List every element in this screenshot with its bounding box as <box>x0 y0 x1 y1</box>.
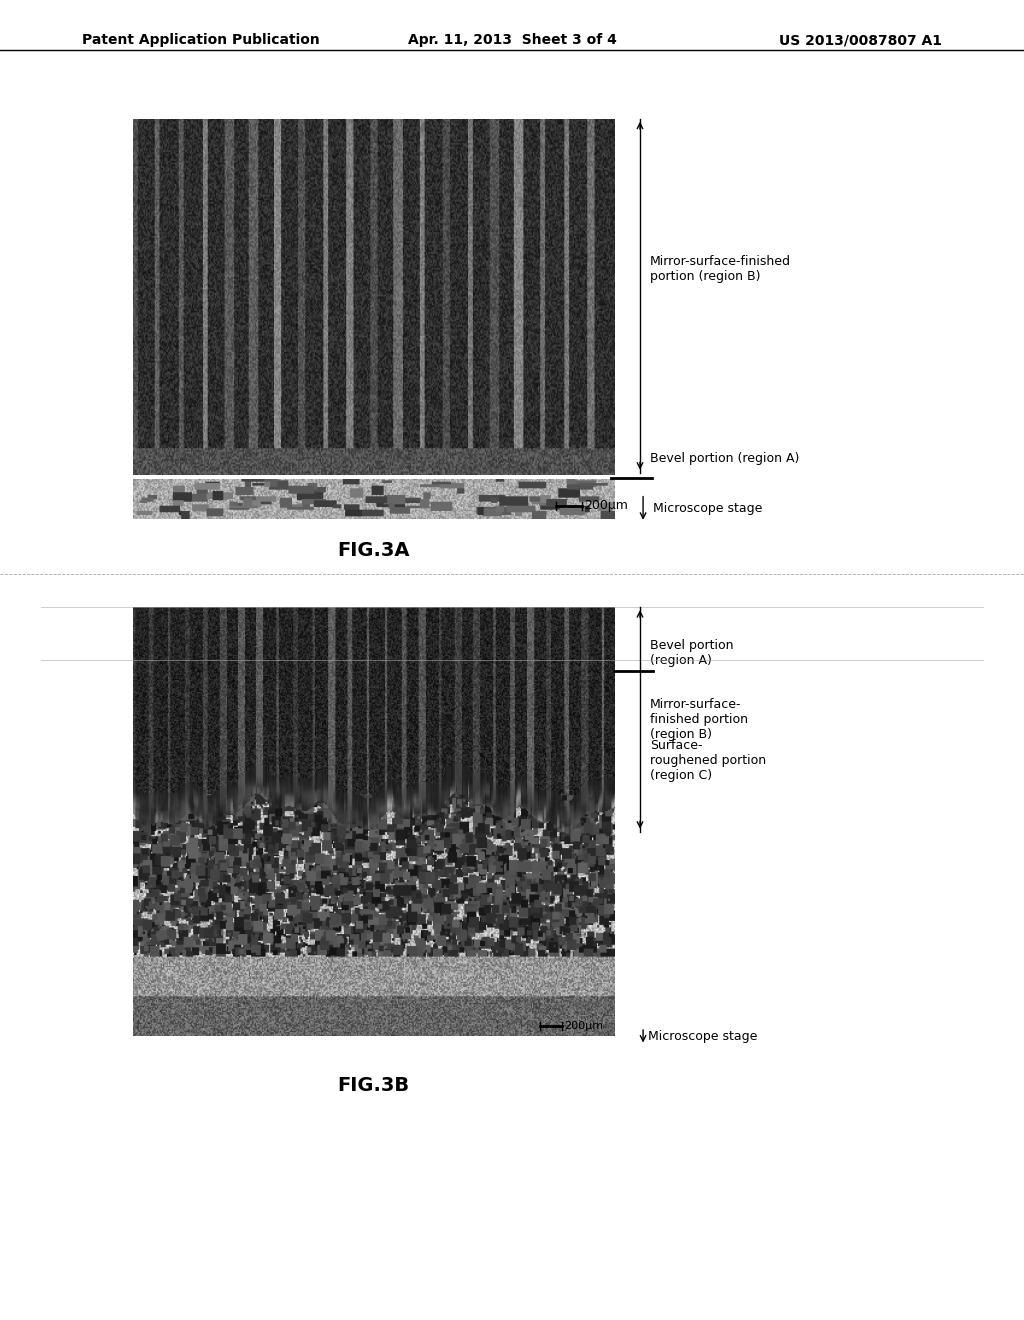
Text: 200μm: 200μm <box>584 499 628 512</box>
Text: 200μm: 200μm <box>564 1020 603 1031</box>
Text: FIG.3A: FIG.3A <box>338 541 410 560</box>
Text: Microscope stage: Microscope stage <box>648 1030 758 1043</box>
Text: Microscope stage: Microscope stage <box>653 502 763 515</box>
Text: Surface-
roughened portion
(region C): Surface- roughened portion (region C) <box>650 739 766 781</box>
Text: Patent Application Publication: Patent Application Publication <box>82 33 319 48</box>
Text: US 2013/0087807 A1: US 2013/0087807 A1 <box>779 33 942 48</box>
Text: Bevel portion
(region A): Bevel portion (region A) <box>650 639 734 668</box>
Text: Bevel portion (region A): Bevel portion (region A) <box>650 451 800 465</box>
Text: Mirror-surface-
finished portion
(region B): Mirror-surface- finished portion (region… <box>650 698 749 741</box>
Text: FIG.3B: FIG.3B <box>338 1076 410 1094</box>
Text: Mirror-surface-finished
portion (region B): Mirror-surface-finished portion (region … <box>650 255 792 284</box>
Text: Apr. 11, 2013  Sheet 3 of 4: Apr. 11, 2013 Sheet 3 of 4 <box>408 33 616 48</box>
